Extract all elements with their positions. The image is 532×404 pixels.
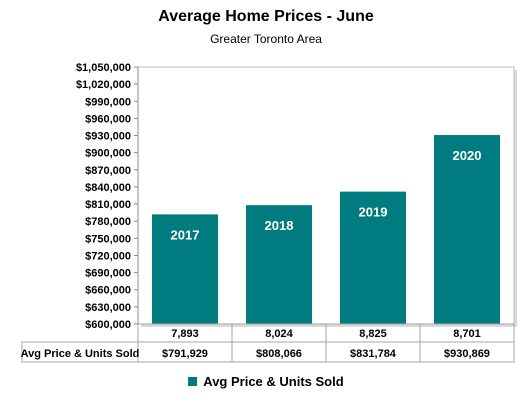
bar-2018	[246, 205, 312, 324]
y-tick-label: $750,000	[85, 233, 131, 245]
table-row-header: Avg Price & Units Sold	[21, 348, 140, 360]
y-tick-label: $900,000	[85, 148, 131, 160]
units-sold-2019: 8,825	[359, 328, 387, 340]
y-tick-label: $930,000	[85, 131, 131, 143]
bar-2017	[152, 214, 218, 324]
y-tick-label: $600,000	[85, 319, 131, 331]
y-tick-label: $780,000	[85, 216, 131, 228]
chart-subtitle: Greater Toronto Area	[210, 32, 322, 46]
data-table: Avg Price & Units Sold 7,893 $791,929 8,024…	[21, 323, 515, 363]
y-tick-label: $960,000	[85, 113, 131, 125]
units-sold-2017: 7,893	[171, 328, 199, 340]
bar-label-2017: 2017	[171, 227, 200, 242]
y-tick-label: $870,000	[85, 165, 131, 177]
avg-price-2019: $831,784	[350, 348, 397, 360]
bar-label-2018: 2018	[265, 218, 294, 233]
y-tick-label: $660,000	[85, 285, 131, 297]
y-tick-label: $810,000	[85, 199, 131, 211]
y-tick-label: $1,050,000	[76, 62, 131, 74]
y-axis: $600,000 $630,000 $660,000 $690,000 $720,000…	[76, 62, 139, 331]
chart-title: Average Home Prices - June	[158, 8, 374, 25]
y-tick-label: $690,000	[85, 268, 131, 280]
y-tick-label: $840,000	[85, 182, 131, 194]
bar-2020	[434, 135, 500, 324]
units-sold-2020: 8,701	[453, 328, 481, 340]
bar-label-2020: 2020	[453, 148, 482, 163]
legend-label: Avg Price & Units Sold	[203, 374, 344, 389]
units-sold-2018: 8,024	[265, 328, 293, 340]
bars: 2017 2018 2019 2020	[152, 135, 500, 324]
legend-swatch	[188, 377, 198, 387]
avg-price-2017: $791,929	[162, 348, 208, 360]
avg-price-2018: $808,066	[256, 348, 302, 360]
legend: Avg Price & Units Sold	[0, 374, 532, 389]
y-tick-label: $990,000	[85, 96, 131, 108]
y-tick-label: $1,020,000	[76, 79, 131, 91]
y-tick-label: $720,000	[85, 250, 131, 262]
avg-price-2020: $930,869	[444, 348, 490, 360]
y-tick-label: $630,000	[85, 302, 131, 314]
bar-2019	[340, 191, 406, 324]
bar-label-2019: 2019	[359, 205, 388, 220]
